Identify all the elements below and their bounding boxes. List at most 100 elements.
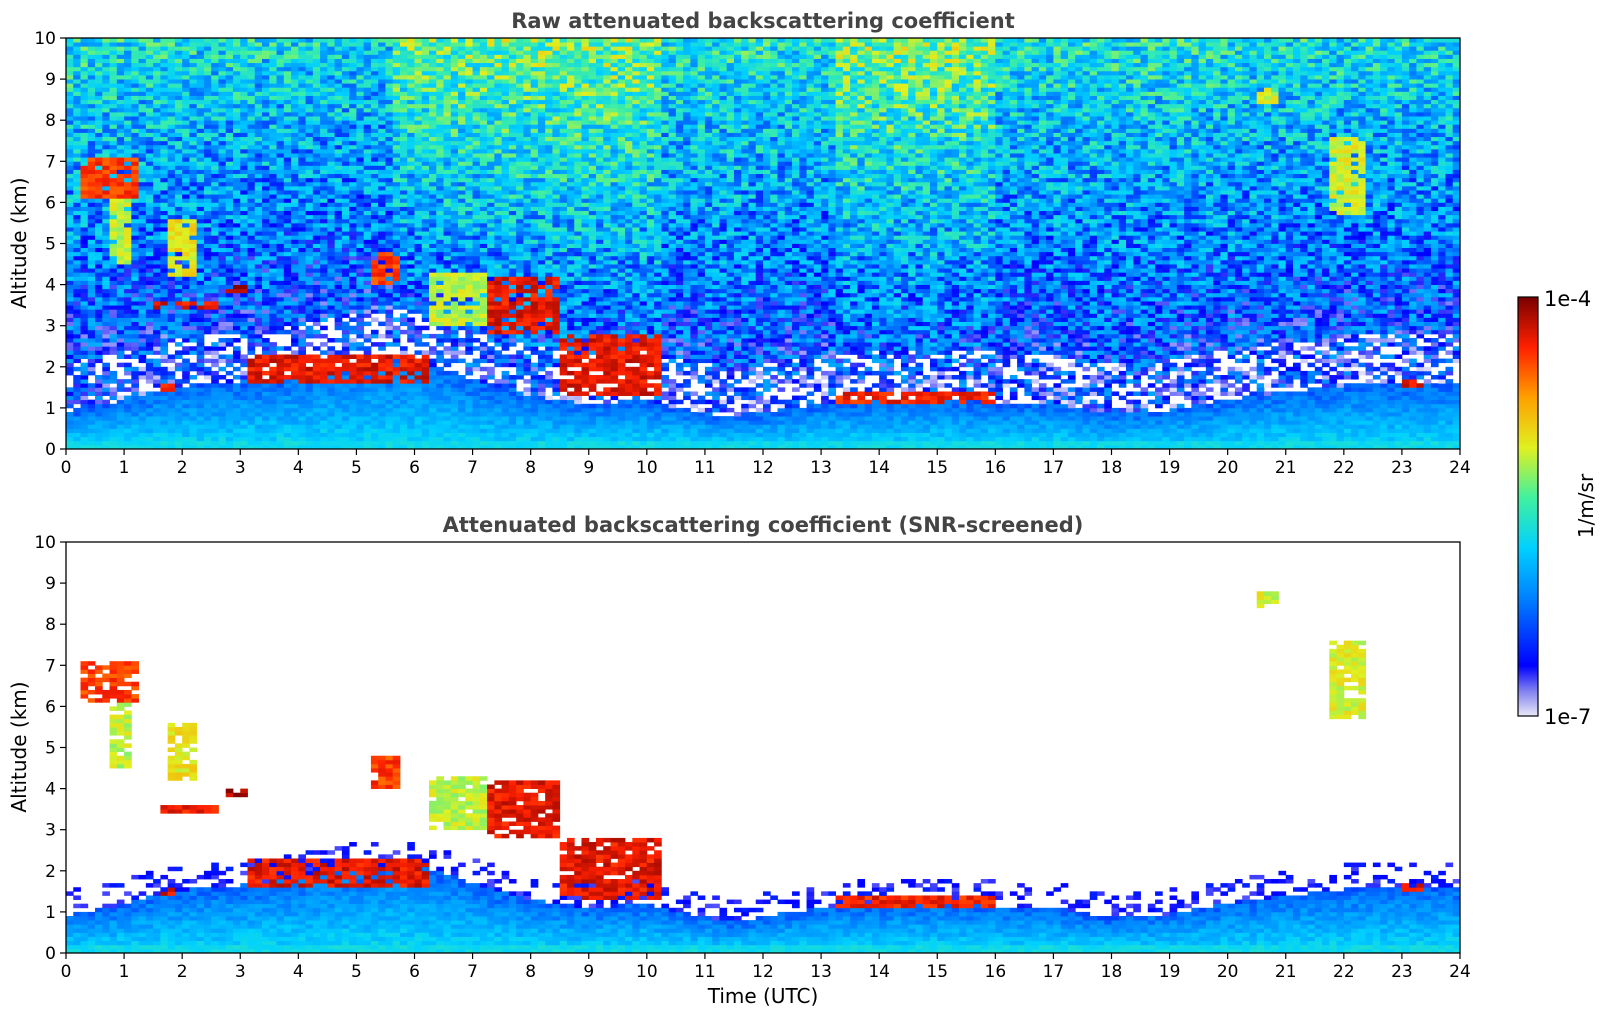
heatmap-cell — [392, 358, 401, 364]
heatmap-cell — [131, 58, 139, 64]
heatmap-cell — [189, 107, 198, 113]
heatmap-cell — [247, 325, 256, 331]
heatmap-cell — [218, 62, 227, 68]
heatmap-cell — [320, 169, 328, 175]
heatmap-cell — [436, 70, 444, 76]
heatmap-cell — [385, 210, 394, 216]
heatmap-cell — [429, 38, 437, 43]
heatmap-cell — [145, 116, 154, 121]
heatmap-cell — [116, 42, 125, 47]
heatmap-cell — [116, 46, 125, 51]
heatmap-cell — [109, 370, 118, 376]
heatmap-cell — [283, 321, 292, 327]
heatmap-cell — [429, 235, 437, 240]
heatmap-cell — [334, 161, 343, 166]
heatmap-cell — [378, 87, 386, 92]
heatmap-cell — [399, 74, 408, 80]
heatmap-cell — [145, 309, 154, 314]
heatmap-cell — [182, 165, 190, 170]
heatmap-cell — [211, 107, 219, 113]
heatmap-cell — [327, 247, 336, 253]
heatmap-cell — [378, 395, 386, 401]
heatmap-cell — [349, 383, 357, 388]
heatmap-cell — [247, 403, 256, 409]
heatmap-cell — [283, 255, 292, 261]
heatmap-cell — [370, 387, 379, 392]
heatmap-cell — [174, 54, 183, 59]
heatmap-cell — [124, 342, 132, 347]
heatmap-cell — [80, 280, 89, 285]
heatmap-cell — [370, 50, 379, 55]
heatmap-cell — [254, 383, 263, 388]
heatmap-cell — [429, 116, 437, 121]
heatmap-cell — [407, 95, 415, 101]
heatmap-cell — [392, 264, 401, 269]
heatmap-cell — [334, 70, 343, 76]
heatmap-cell — [349, 181, 357, 187]
heatmap-cell — [363, 428, 372, 433]
heatmap-cell — [283, 264, 292, 269]
heatmap-cell — [341, 428, 350, 433]
heatmap-cell — [182, 206, 190, 212]
heatmap-cell — [196, 173, 205, 179]
heatmap-cell — [262, 412, 270, 417]
heatmap-cell — [225, 276, 234, 281]
heatmap-cell — [312, 42, 321, 47]
heatmap-cell — [211, 116, 219, 121]
heatmap-cell — [429, 424, 437, 429]
heatmap-cell — [283, 185, 292, 191]
heatmap-cell — [145, 268, 154, 273]
heatmap-cell — [247, 157, 256, 162]
heatmap-cell — [320, 218, 328, 224]
heatmap-cell — [349, 317, 357, 322]
heatmap-cell — [174, 83, 183, 88]
heatmap-cell — [218, 239, 227, 244]
heatmap-cell — [87, 202, 96, 207]
heatmap-cell — [370, 391, 379, 396]
heatmap-cell — [254, 111, 263, 117]
heatmap-cell — [312, 444, 321, 449]
heatmap-cell — [225, 210, 234, 216]
heatmap-cell — [399, 379, 408, 384]
heatmap-cell — [174, 251, 183, 257]
heatmap-cell — [378, 120, 386, 125]
heatmap-cell — [124, 379, 132, 384]
heatmap-cell — [116, 103, 125, 109]
heatmap-cell — [356, 259, 365, 265]
heatmap-cell — [378, 95, 386, 101]
heatmap-cell — [109, 251, 118, 257]
heatmap-cell — [341, 165, 350, 170]
heatmap-cell — [145, 74, 154, 80]
heatmap-cell — [262, 140, 270, 146]
heatmap-cell — [283, 288, 292, 294]
heatmap-cell — [109, 210, 118, 216]
heatmap-cell — [320, 206, 328, 212]
heatmap-cell — [160, 38, 169, 43]
heatmap-cell — [407, 395, 415, 401]
heatmap-cell — [407, 50, 415, 55]
heatmap-cell — [392, 251, 401, 257]
heatmap-cell — [320, 198, 328, 203]
heatmap-cell — [363, 87, 372, 92]
heatmap-cell — [189, 251, 198, 257]
heatmap-cell — [385, 38, 394, 43]
heatmap-cell — [429, 272, 437, 277]
heatmap-cell — [283, 395, 292, 401]
heatmap-cell — [378, 424, 386, 429]
heatmap-cell — [312, 214, 321, 220]
heatmap-cell — [385, 255, 394, 261]
heatmap-cell — [262, 325, 270, 331]
heatmap-cell — [378, 66, 386, 72]
heatmap-cell — [232, 375, 241, 380]
heatmap-cell — [87, 247, 96, 253]
heatmap-cell — [182, 305, 190, 310]
heatmap-cell — [363, 358, 372, 364]
heatmap-cell — [269, 136, 277, 142]
heatmap-cell — [225, 194, 234, 199]
heatmap-cell — [160, 333, 169, 339]
heatmap-cell — [116, 284, 125, 290]
heatmap-cell — [262, 62, 270, 68]
heatmap-cell — [334, 46, 343, 51]
heatmap-cell — [66, 412, 74, 417]
heatmap-cell — [116, 313, 125, 318]
